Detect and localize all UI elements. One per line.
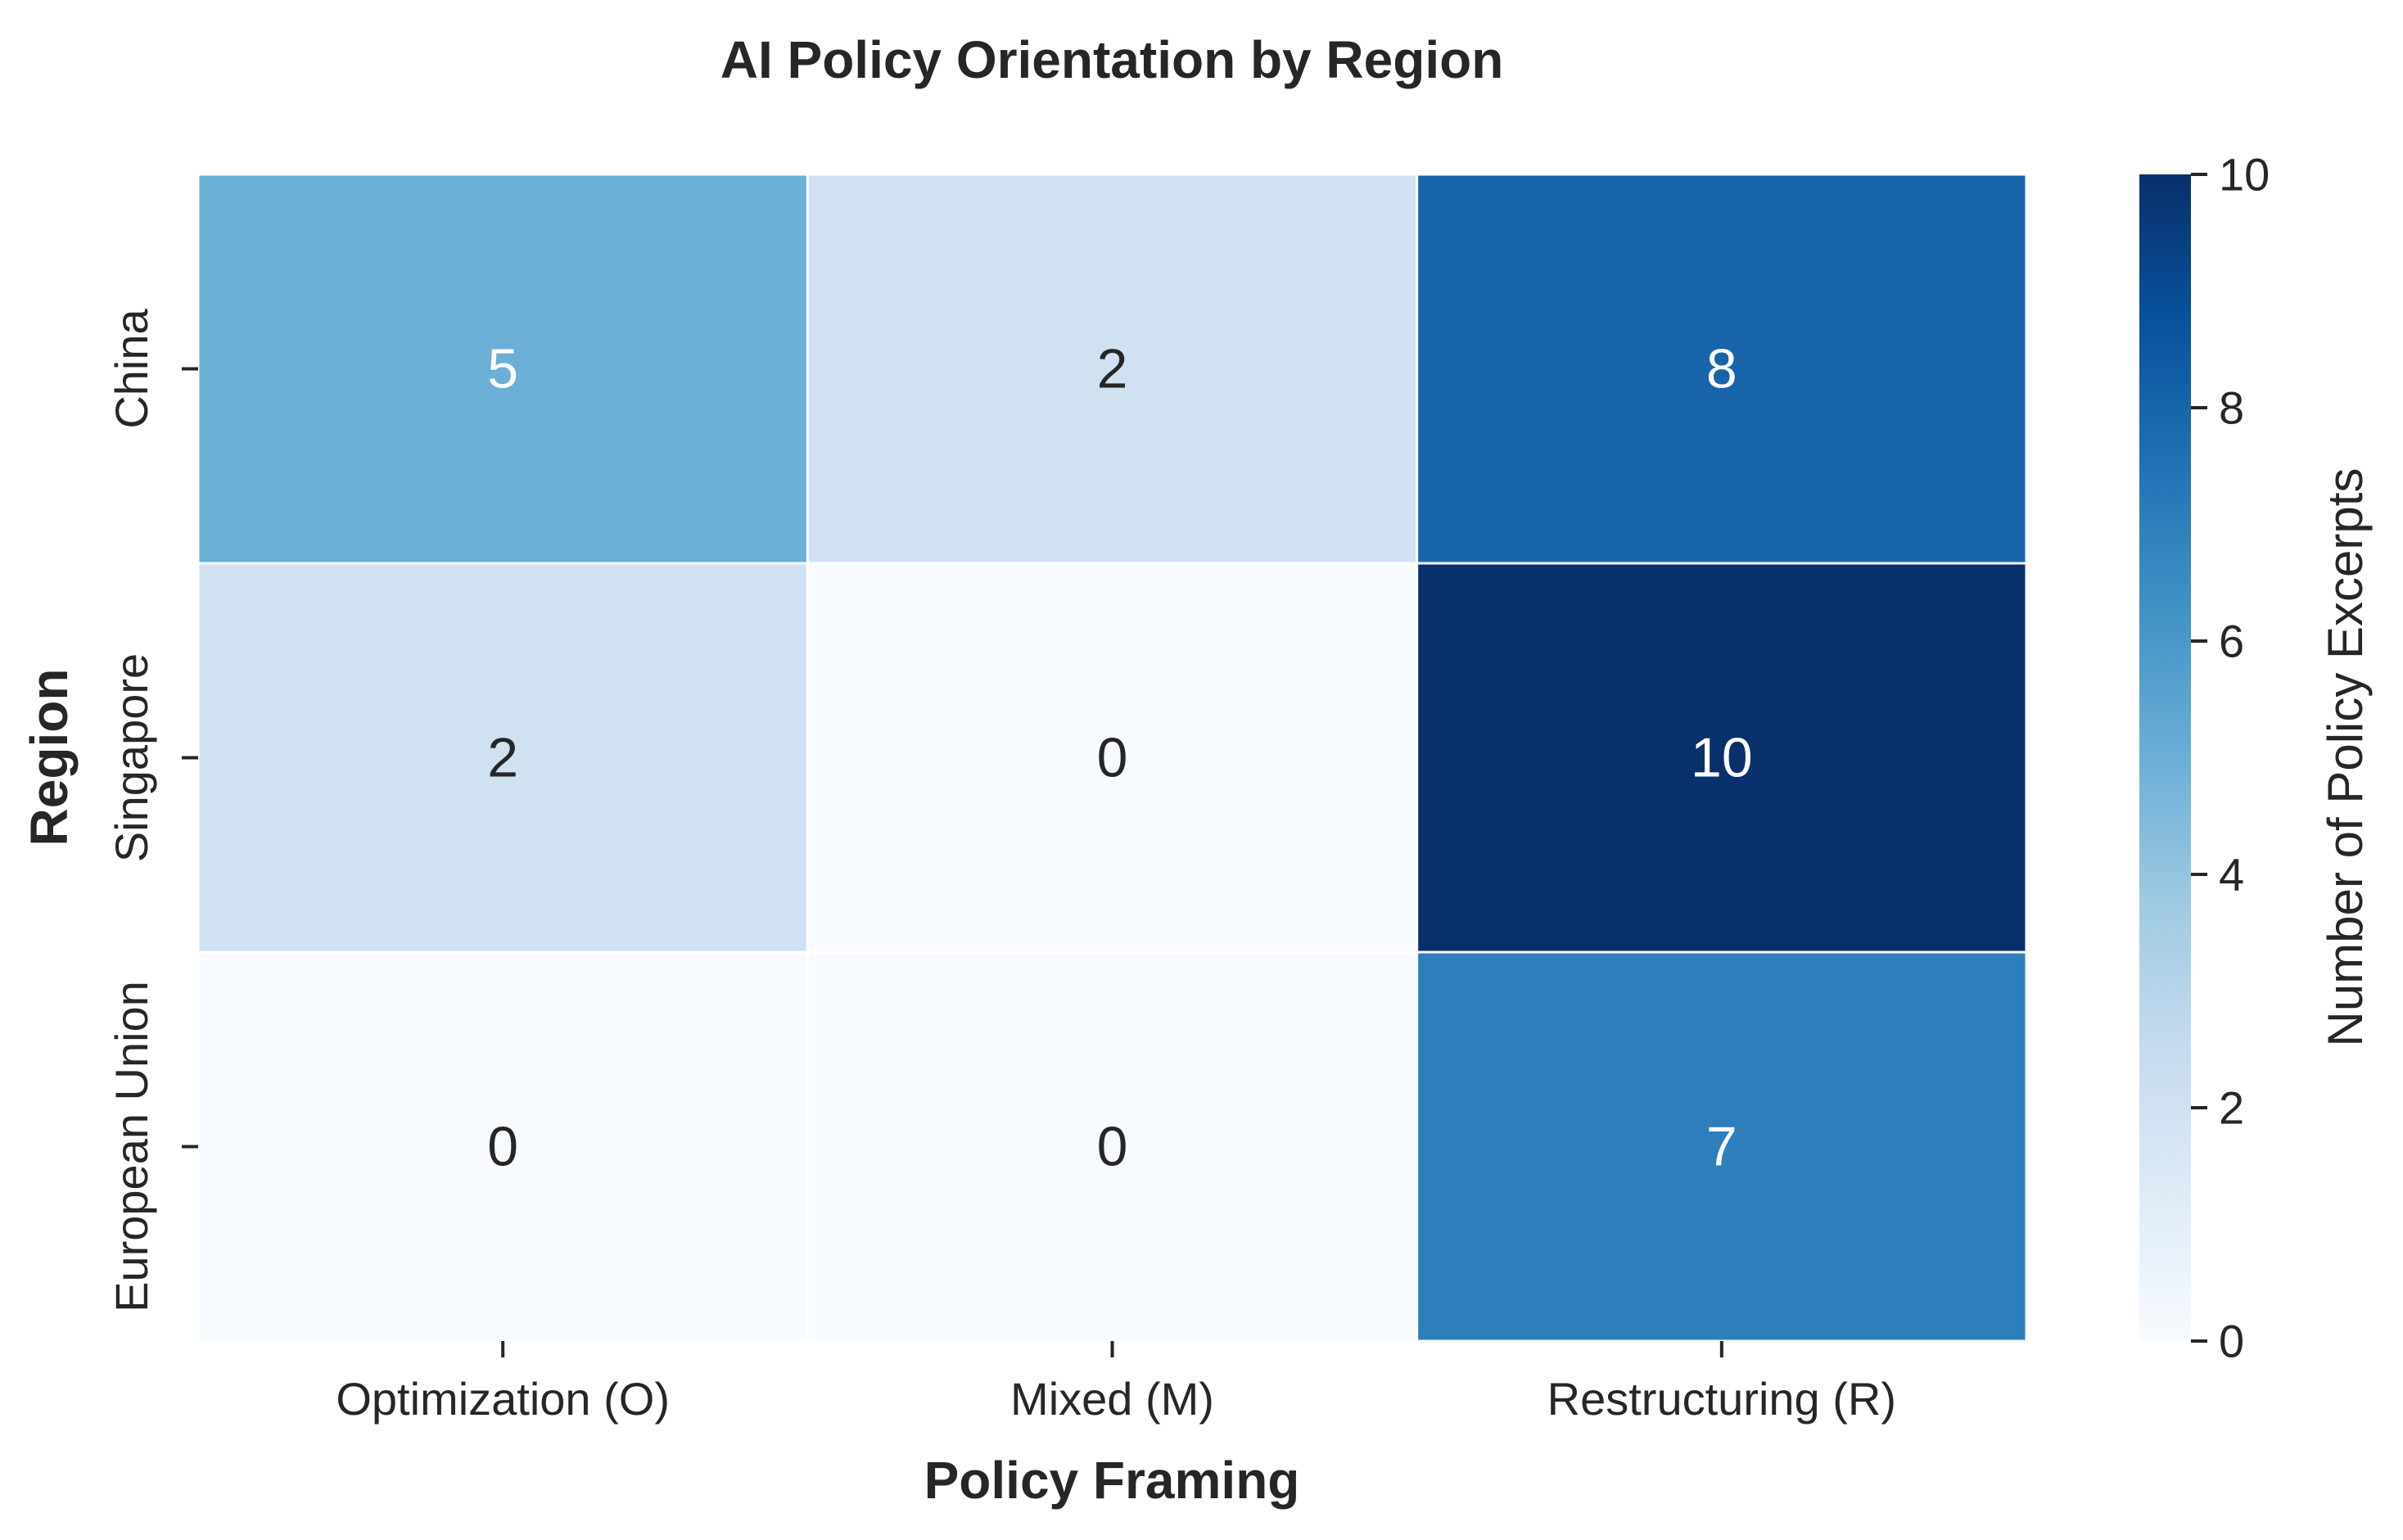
x-tick-label: Mixed (M) (1010, 1373, 1214, 1425)
heatmap-cell (196, 951, 809, 1343)
colorbar-tick-label: 0 (2219, 1316, 2244, 1367)
colorbar-tick-label: 2 (2219, 1082, 2244, 1134)
y-tick-label: European Union (106, 981, 157, 1312)
colorbar-label: Number of Policy Excerpts (2318, 468, 2373, 1047)
cell-value-label: 8 (1706, 338, 1737, 400)
colorbar-tick-label: 10 (2219, 149, 2270, 201)
heatmap-cell (196, 562, 809, 954)
cell-value-label: 7 (1706, 1116, 1737, 1178)
y-tick-label: Singapore (106, 653, 157, 862)
cell-value-label: 10 (1691, 727, 1753, 789)
colorbar (2139, 174, 2191, 1341)
colorbar-tick-label: 4 (2219, 849, 2244, 901)
heatmap-cell (196, 173, 809, 565)
heatmap-cells (196, 173, 2028, 1343)
x-tick-label: Optimization (O) (336, 1373, 670, 1425)
heatmap-cell-labels: 5 2 82 0 100 0 7 (487, 338, 1752, 1178)
colorbar-tick-label: 8 (2219, 382, 2244, 434)
colorbar-tick-label: 6 (2219, 616, 2244, 667)
y-tick-label: China (106, 308, 157, 428)
heatmap-cell (1416, 562, 2028, 954)
heatmap-cell (1416, 173, 2028, 565)
cell-value-label: 2 (1097, 338, 1128, 400)
heatmap-cell (806, 173, 1419, 565)
x-axis-ticks: Optimization (O) Mixed (M) Restructuring (… (336, 1341, 1896, 1425)
cell-value-label: 0 (487, 1116, 518, 1178)
x-axis-label: Policy Framing (924, 1451, 1300, 1510)
heatmap-cell (806, 562, 1419, 954)
cell-value-label: 5 (487, 338, 518, 400)
heatmap-cell (806, 951, 1419, 1343)
cell-value-label: 0 (1097, 1116, 1128, 1178)
x-tick-label: Restructuring (R) (1547, 1373, 1896, 1425)
y-axis-label: Region (20, 669, 79, 847)
chart-title: AI Policy Orientation by Region (720, 30, 1504, 89)
y-axis-ticks: China Singapore European Union (106, 308, 198, 1312)
cell-value-label: 0 (1097, 727, 1128, 789)
colorbar-ticks: 0 2 4 6 8 10 (2191, 149, 2270, 1367)
cell-value-label: 2 (487, 727, 518, 789)
